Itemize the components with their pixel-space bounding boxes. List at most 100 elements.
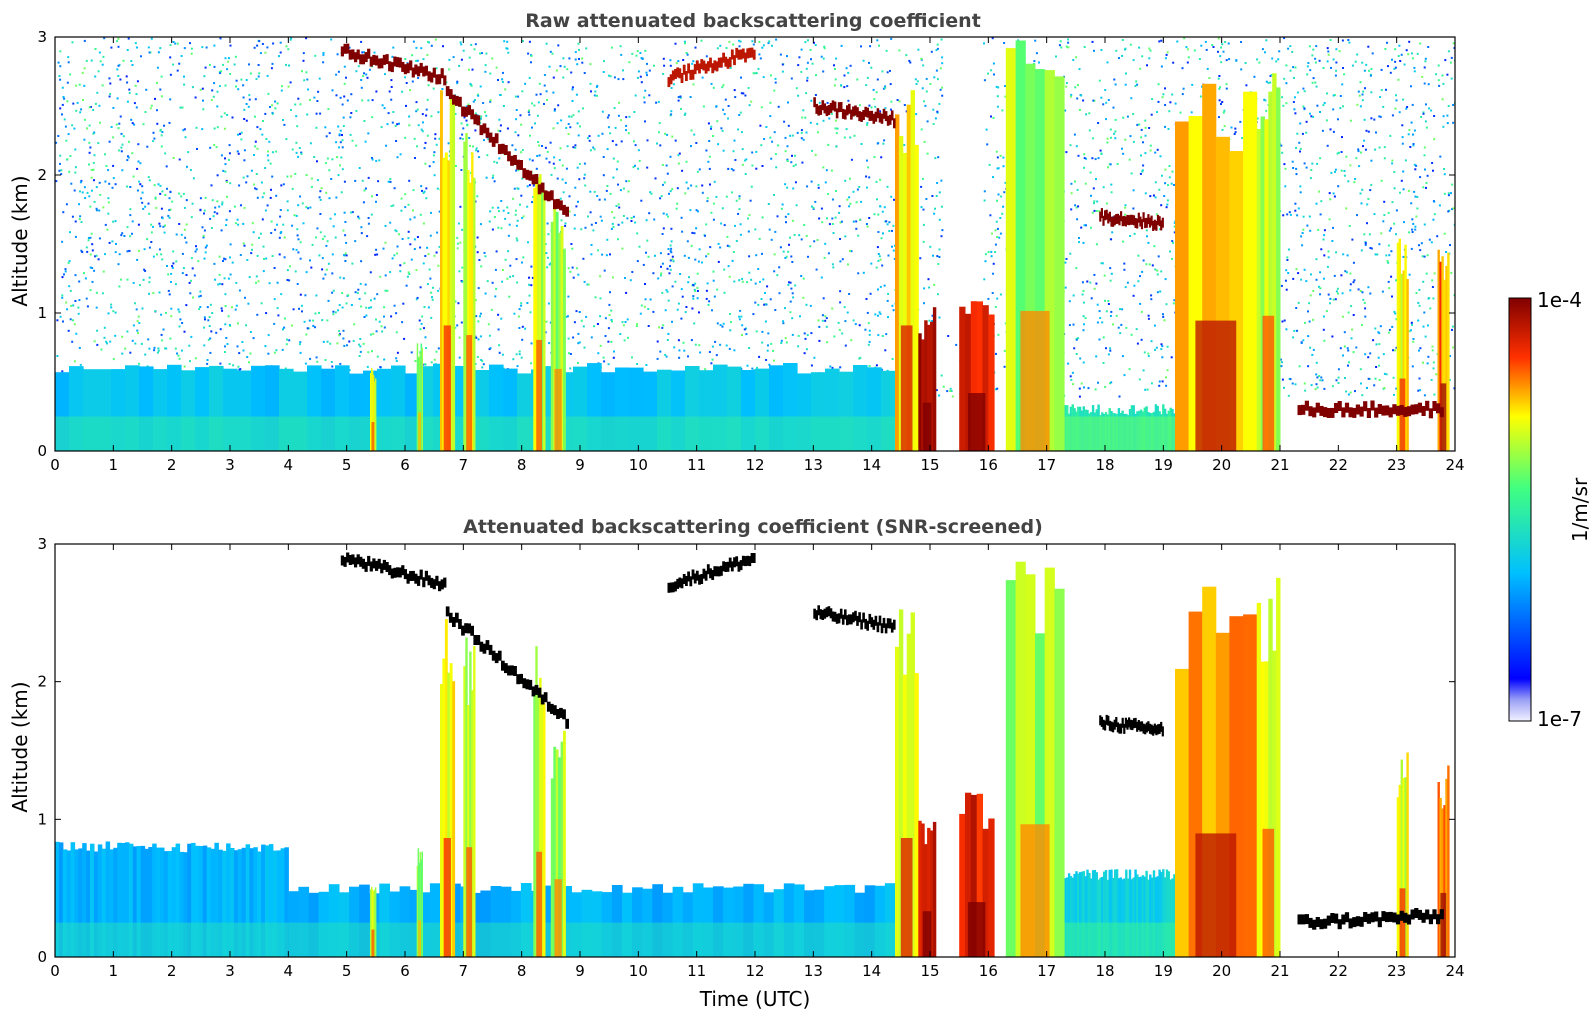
y-axis-label: Altitude (km) [8,175,32,306]
cloud-layer-segment [346,552,350,563]
cloud-layer-segment [1395,405,1401,416]
cloud-layer-segment [825,106,829,117]
cloud-layer-segment [525,679,530,690]
cloud-layer-segment [698,63,701,74]
boundary-layer-cell [109,849,114,957]
precip-shaft [420,343,423,451]
boundary-layer-cell [824,886,835,957]
x-tick-label: 20 [1212,456,1231,474]
cloud-layer-segment [1344,912,1350,923]
x-tick-label: 8 [517,962,527,980]
cloud-layer-segment [846,105,849,116]
precip-shaft [420,859,423,957]
boundary-layer-cell [86,850,91,957]
boundary-layer-cell [1139,876,1143,957]
cloud-layer-segment [862,612,865,623]
precip-shaft [417,848,420,957]
x-tick-label: 16 [979,456,998,474]
cloud-layer-segment [1142,723,1145,734]
x-tick-label: 11 [687,962,706,980]
precip-shaft [419,352,422,451]
cloud-layer-segment [1374,911,1379,922]
boundary-layer-cell [874,885,886,957]
boundary-layer-cell [105,841,111,957]
x-tick-label: 14 [862,962,881,980]
cloud-layer-segment [724,56,728,67]
x-tick-label: 10 [629,456,648,474]
precip-core [554,879,562,957]
cloud-layer-segment [1425,909,1430,920]
precip-shaft [371,889,374,957]
x-tick-label: 21 [1270,962,1289,980]
cloud-layer-segment [1113,215,1116,226]
cloud-layer-segment [1348,918,1353,929]
boundary-layer-cell [1127,878,1130,957]
cloud-layer-segment [706,61,710,72]
cloud-layer-segment [726,58,730,69]
precip-shaft [906,104,912,451]
y-axis-label: Altitude (km) [8,681,32,812]
cloud-layer-segment [473,114,478,125]
cloud-layer-segment [858,111,861,122]
boundary-layer-core [1064,416,1175,451]
x-tick-label: 20 [1212,962,1231,980]
cloud-layer-segment [860,111,863,122]
cloud-layer-segment [1161,217,1164,228]
precip-shaft [440,90,443,451]
precip-shaft [902,152,908,451]
precip-core [371,929,375,957]
boundary-layer-cell [226,843,231,957]
cloud-layer-segment [1304,914,1309,925]
y-tick-label: 0 [37,442,47,460]
boundary-layer-cell [713,886,724,957]
precip-shaft [447,672,451,957]
cloud-layer-segment [709,568,712,579]
cloud-layer-segment [1134,717,1137,728]
boundary-layer-cell [144,848,149,957]
cloud-layer-segment [452,617,456,627]
precip-shaft [1402,270,1405,451]
boundary-layer-cell [1082,871,1085,957]
cloud-layer-segment [1099,211,1102,222]
cloud-layer-segment [1436,403,1441,414]
boundary-layer-cell [490,886,502,957]
cloud-layer-segment [452,94,456,105]
heatmap-plot-area: 0 1 2 3 4 5 6 7 8 9 10 11 12 13 14 15 16 17 18 19 20 21 22 23 24… [37,535,1464,980]
precip-shaft [442,157,446,451]
precip-core [967,393,986,451]
precip-shaft [452,681,456,957]
cloud-layer-segment [367,48,371,59]
cloud-layer-segment [1148,723,1152,734]
cloud-layer-segment [827,606,831,617]
cloud-layer-segment [488,132,493,143]
cloud-layer-segment [1113,719,1116,730]
precip-shaft [558,232,561,451]
cloud-layer-segment [1144,218,1147,229]
cloud-layer-segment [739,560,743,571]
cloud-layer-segment [693,64,697,75]
precip-shaft [1243,614,1258,957]
boundary-layer-cell [58,842,64,957]
cloud-layer-segment [841,108,845,119]
cloud-layer-segment [1359,916,1364,927]
cloud-layer-segment [730,561,734,572]
cloud-layer-segment [464,106,468,117]
cloud-layer-segment [888,618,892,629]
cloud-layer-segment [343,43,347,54]
cloud-layer-segment [870,110,874,121]
x-tick-label: 12 [745,456,764,474]
cloud-layer-segment [835,108,839,119]
cloud-layer-segment [702,60,706,71]
cloud-layer-segment [497,144,502,155]
precip-core [1440,892,1447,957]
cloud-layer-segment [367,555,371,566]
cloud-layer-segment [1344,402,1350,413]
precip-shaft [924,320,928,451]
cloud-layer-segment [1315,402,1320,413]
precip-shaft [1268,598,1273,957]
precip-shaft [959,813,966,957]
cloud-layer-segment [1392,912,1397,923]
precip-shaft [563,248,566,451]
boundary-layer-cell [1134,869,1137,957]
cloud-layer-segment [841,614,845,625]
